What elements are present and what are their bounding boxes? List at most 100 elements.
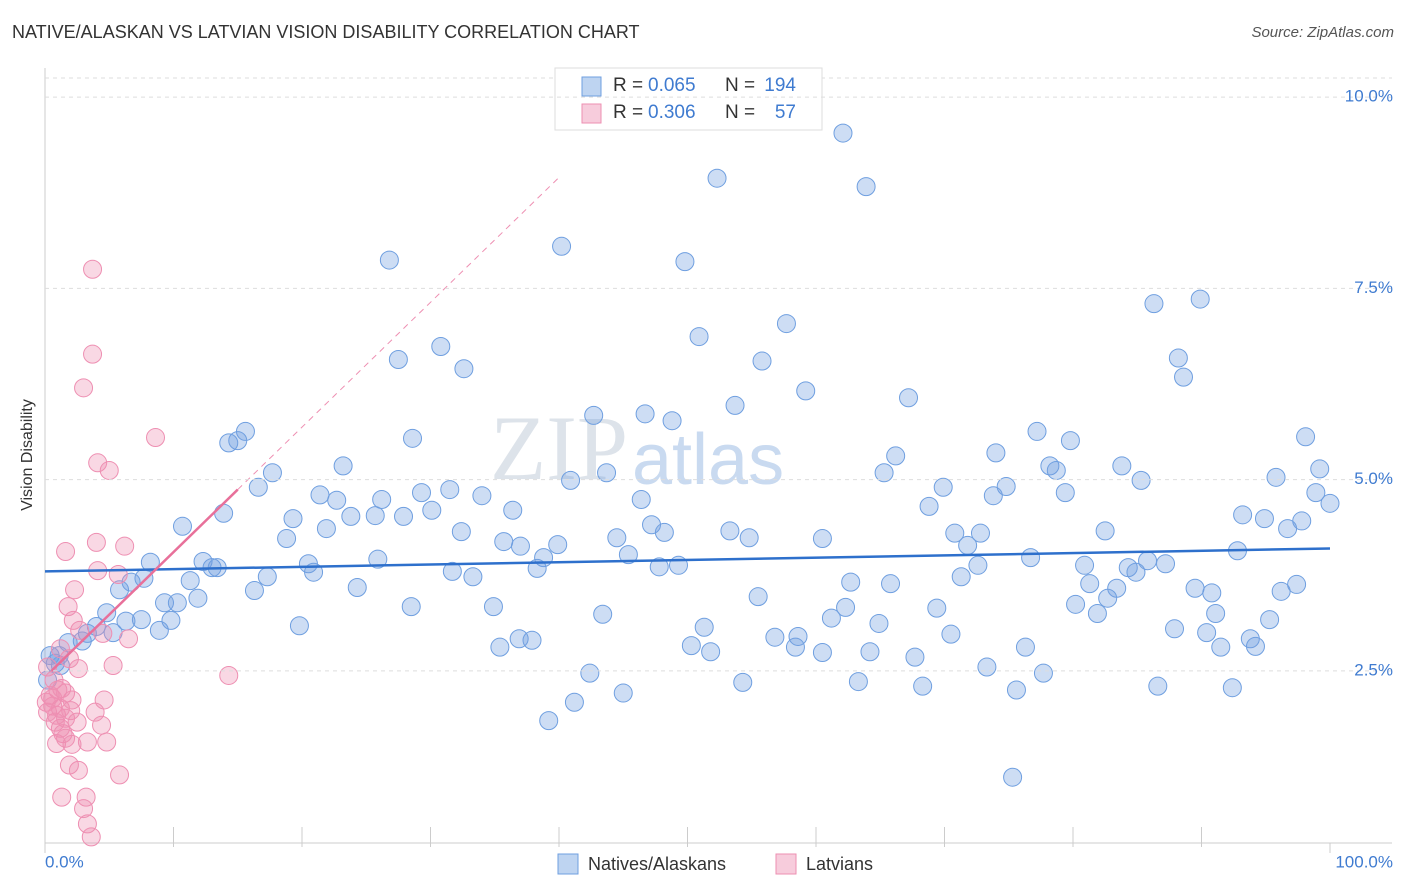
point — [977, 657, 997, 677]
point — [372, 490, 392, 510]
point — [403, 428, 423, 448]
point — [103, 656, 123, 676]
legend-swatch — [581, 76, 602, 97]
y-tick-label: 7.5% — [1354, 278, 1393, 297]
point — [43, 688, 63, 708]
legend-label: Natives/Alaskans — [588, 854, 726, 874]
point — [1021, 548, 1041, 568]
point — [431, 337, 451, 357]
point — [765, 627, 785, 647]
point — [649, 557, 669, 577]
point — [886, 446, 906, 466]
point — [958, 535, 978, 555]
point — [1033, 663, 1053, 683]
point — [881, 574, 901, 594]
point — [277, 529, 297, 549]
point — [1095, 521, 1115, 541]
point — [440, 480, 460, 500]
point — [388, 350, 408, 370]
point — [564, 692, 584, 712]
point — [172, 516, 192, 536]
point — [56, 708, 76, 728]
point — [1202, 583, 1222, 603]
point — [43, 696, 63, 716]
point — [597, 463, 617, 483]
legend-n-label: N = — [725, 102, 755, 123]
point — [394, 506, 414, 526]
point — [812, 529, 832, 549]
point — [70, 620, 90, 640]
point — [522, 630, 542, 650]
point — [1148, 676, 1168, 696]
point — [725, 395, 745, 415]
point — [1144, 294, 1164, 314]
point — [47, 734, 67, 754]
point — [56, 542, 76, 562]
point — [584, 405, 604, 425]
point — [1080, 574, 1100, 594]
y-tick-label: 10.0% — [1345, 87, 1393, 106]
point — [442, 561, 462, 581]
point — [248, 477, 268, 497]
watermark: atlas — [632, 420, 784, 500]
legend-swatch — [775, 853, 797, 875]
point — [1278, 519, 1298, 539]
point — [257, 567, 277, 587]
point — [707, 168, 727, 188]
point — [262, 463, 282, 483]
point — [77, 732, 97, 752]
point — [927, 598, 947, 618]
point — [53, 724, 73, 744]
point — [76, 787, 96, 807]
point — [1165, 619, 1185, 639]
legend-label: Latvians — [806, 854, 873, 874]
point — [836, 597, 856, 617]
point — [99, 460, 119, 480]
point — [58, 633, 78, 653]
point — [675, 252, 695, 272]
point — [1055, 483, 1075, 503]
point — [635, 404, 655, 424]
point — [593, 604, 613, 624]
y-tick-label: 2.5% — [1354, 660, 1393, 679]
point — [472, 486, 492, 506]
point — [1245, 636, 1265, 656]
point — [180, 571, 200, 591]
point — [631, 490, 651, 510]
point — [115, 536, 135, 556]
legend-r-label: R = — [613, 75, 643, 96]
point — [856, 177, 876, 197]
chart-title: NATIVE/ALASKAN VS LATVIAN VISION DISABIL… — [12, 22, 640, 42]
point — [188, 588, 208, 608]
point — [748, 587, 768, 607]
point — [65, 580, 85, 600]
point — [1066, 594, 1086, 614]
point — [451, 522, 471, 542]
point — [983, 486, 1003, 506]
point — [379, 250, 399, 270]
point — [694, 617, 714, 637]
point — [59, 755, 79, 775]
point — [618, 545, 638, 565]
point — [85, 702, 105, 722]
point — [368, 549, 388, 569]
point — [422, 500, 442, 520]
point — [776, 314, 796, 334]
point — [167, 593, 187, 613]
point — [1087, 604, 1107, 623]
point — [548, 535, 568, 555]
legend-r-value: 0.306 — [648, 102, 696, 123]
point — [146, 428, 166, 448]
point — [848, 672, 868, 692]
point — [1266, 467, 1286, 487]
point — [968, 555, 988, 575]
point — [1015, 637, 1035, 657]
point — [919, 496, 939, 516]
point — [733, 672, 753, 692]
point — [68, 760, 88, 780]
legend-box — [554, 67, 823, 131]
point — [503, 500, 523, 520]
point — [933, 477, 953, 497]
point — [68, 659, 88, 679]
